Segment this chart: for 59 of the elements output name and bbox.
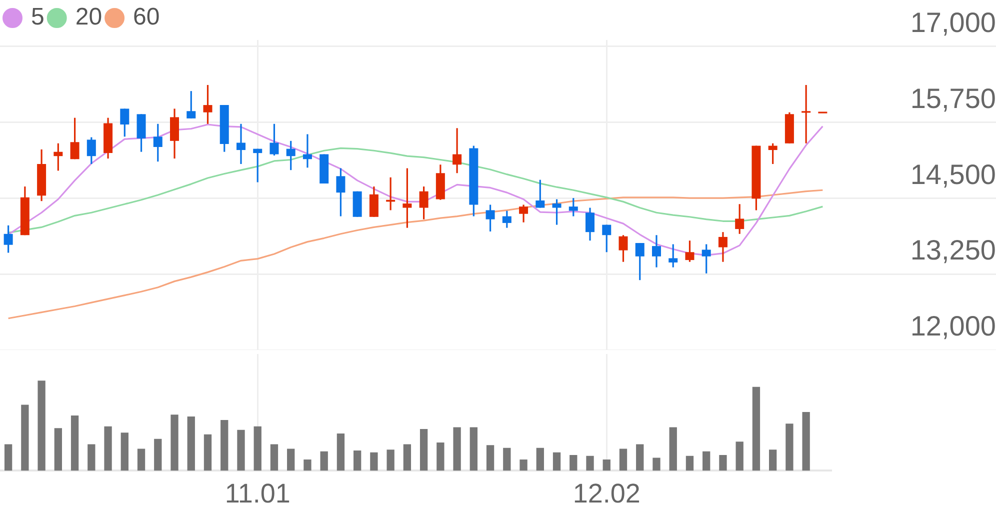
bar <box>154 438 162 471</box>
bar <box>520 460 528 471</box>
legend-label: 60 <box>133 4 160 31</box>
bar <box>70 416 79 471</box>
bar <box>420 429 428 471</box>
bar <box>552 452 561 471</box>
bar <box>752 386 760 471</box>
bar <box>619 448 628 471</box>
bar <box>54 428 62 471</box>
bar <box>386 450 394 471</box>
bar <box>436 442 444 471</box>
bar <box>170 414 178 471</box>
bar <box>503 448 511 471</box>
bar <box>304 460 312 471</box>
bar <box>88 444 96 471</box>
bar <box>137 448 146 471</box>
bar <box>636 444 644 471</box>
bar <box>270 444 278 471</box>
bar <box>470 427 478 471</box>
bar <box>370 452 378 471</box>
bar <box>786 424 794 471</box>
bar <box>802 412 810 471</box>
y-tick-label: 14,500 <box>910 158 996 190</box>
bar <box>736 442 744 471</box>
bar <box>652 458 660 471</box>
x-tick-label: 11.01 <box>224 478 290 508</box>
bar <box>602 460 610 471</box>
y-tick-label: 13,250 <box>910 234 996 266</box>
bar <box>104 426 112 471</box>
bar <box>719 455 727 471</box>
bar <box>354 450 362 471</box>
bar <box>120 432 128 471</box>
bar <box>570 455 578 471</box>
legend-label: 5 <box>31 4 44 31</box>
bar <box>453 427 461 471</box>
y-tick-label: 15,750 <box>910 82 996 114</box>
y-tick-label: 17,000 <box>910 6 996 38</box>
y-tick-label: 12,000 <box>910 310 996 342</box>
legend-label: 20 <box>75 4 102 31</box>
bar <box>38 380 46 471</box>
bar <box>702 451 710 471</box>
bar <box>21 404 29 471</box>
bar <box>336 433 345 471</box>
bar <box>669 427 677 471</box>
bar <box>204 434 212 471</box>
bar <box>403 444 412 471</box>
bar <box>187 416 195 471</box>
bar <box>254 426 262 471</box>
bar <box>536 448 544 471</box>
bar <box>287 448 295 471</box>
bar <box>4 444 12 471</box>
x-tick-label: 12.02 <box>572 478 640 508</box>
bar <box>686 456 694 471</box>
bar <box>220 420 228 471</box>
bar <box>586 456 594 471</box>
bar <box>769 450 777 471</box>
bar <box>320 451 328 471</box>
bar <box>486 445 494 471</box>
bar <box>237 430 245 471</box>
